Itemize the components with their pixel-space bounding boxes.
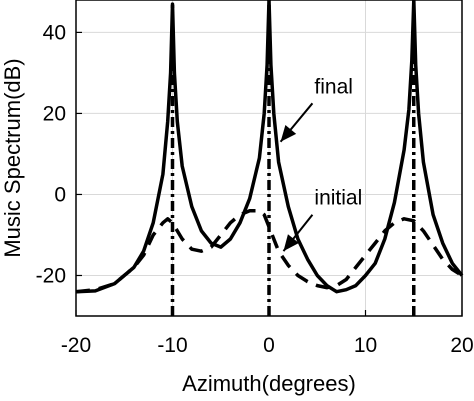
y-tick-label: 40 <box>43 21 66 44</box>
x-tick-label: 10 <box>354 334 377 357</box>
plot-frame <box>75 0 463 317</box>
annotation-label-initial: initial <box>314 187 362 210</box>
x-tick-label: 20 <box>450 334 473 357</box>
x-tick-label: -20 <box>61 334 91 357</box>
annotations-group: final initial <box>279 75 362 252</box>
y-axis-label: Music Spectrum(dB) <box>0 58 25 257</box>
series-initial-line <box>75 208 463 294</box>
annotation-arrowhead <box>283 234 299 252</box>
series-group <box>75 0 464 316</box>
y-tick-label: -20 <box>36 264 66 287</box>
tick-labels: -20 -10 0 10 20 -20 0 20 40 <box>36 21 474 357</box>
tick-marks <box>75 31 463 316</box>
x-tick-label: 0 <box>263 334 275 357</box>
x-tick-label: -10 <box>157 334 187 357</box>
annotation-label-final: final <box>314 75 353 98</box>
y-tick-label: 20 <box>43 102 66 125</box>
annotation-arrowhead <box>280 125 297 142</box>
y-tick-label: 0 <box>54 183 66 206</box>
x-axis-label: Azimuth(degrees) <box>182 371 356 396</box>
